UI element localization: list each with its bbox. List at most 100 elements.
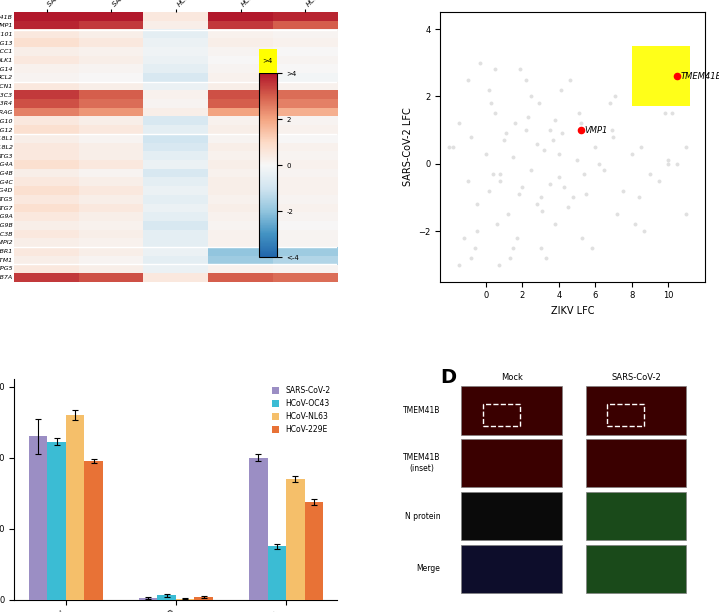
Point <box>567 193 579 203</box>
Text: N protein: N protein <box>405 512 440 521</box>
Text: >4: >4 <box>262 58 273 64</box>
Point <box>610 91 621 101</box>
Text: TMEM41B: TMEM41B <box>403 406 440 415</box>
Point <box>580 189 592 199</box>
Bar <box>66 415 84 600</box>
Point <box>462 176 473 185</box>
Point <box>575 125 587 135</box>
Point <box>485 98 497 108</box>
Legend: SARS-CoV-2, HCoV-OC43, HCoV-NL63, HCoV-229E: SARS-CoV-2, HCoV-OC43, HCoV-NL63, HCoV-2… <box>269 383 334 437</box>
Point <box>489 64 500 74</box>
FancyBboxPatch shape <box>462 439 562 487</box>
Bar <box>632 46 690 106</box>
Point <box>539 146 550 155</box>
Bar <box>267 547 286 600</box>
Point <box>562 203 574 212</box>
Point <box>487 169 499 179</box>
Point <box>471 200 482 209</box>
Point <box>573 108 585 118</box>
FancyBboxPatch shape <box>586 386 686 435</box>
Point <box>630 220 641 230</box>
Point <box>465 253 477 263</box>
Point <box>626 149 638 159</box>
Point <box>572 155 583 165</box>
Point <box>659 108 670 118</box>
Point <box>502 209 513 219</box>
Text: Merge: Merge <box>416 564 440 573</box>
Point <box>526 91 537 101</box>
Point <box>553 173 564 182</box>
Point <box>462 75 473 84</box>
Point <box>484 84 495 94</box>
Point <box>544 125 555 135</box>
Bar <box>305 502 323 600</box>
Point <box>681 142 692 152</box>
Point <box>608 132 619 142</box>
Bar <box>157 595 176 600</box>
Point <box>681 209 692 219</box>
Point <box>599 166 610 176</box>
Point <box>593 159 605 169</box>
Point <box>549 115 561 125</box>
Point <box>495 176 506 185</box>
Point <box>509 119 521 129</box>
Point <box>526 166 537 176</box>
Point <box>604 98 615 108</box>
Point <box>577 233 588 243</box>
Point <box>548 135 559 145</box>
Point <box>662 155 674 165</box>
Point <box>672 159 683 169</box>
Point <box>535 193 546 203</box>
Point <box>498 135 510 145</box>
Point <box>644 169 656 179</box>
Point <box>564 75 575 84</box>
Bar <box>47 442 66 600</box>
Point <box>515 64 526 74</box>
Point <box>513 189 524 199</box>
Point <box>549 220 561 230</box>
Point <box>540 253 551 263</box>
Point <box>453 119 464 129</box>
Text: SARS-CoV-2: SARS-CoV-2 <box>611 373 661 382</box>
Point <box>480 149 492 159</box>
Bar <box>139 598 157 600</box>
Point <box>447 142 459 152</box>
Bar <box>286 479 305 600</box>
Point <box>444 142 455 152</box>
FancyBboxPatch shape <box>586 545 686 593</box>
Point <box>544 179 555 189</box>
Point <box>553 149 564 159</box>
Point <box>495 169 506 179</box>
Point <box>559 182 570 192</box>
FancyBboxPatch shape <box>462 492 562 540</box>
FancyBboxPatch shape <box>462 386 562 435</box>
Bar <box>176 599 194 600</box>
Text: VMP1: VMP1 <box>585 125 608 135</box>
Point <box>475 58 486 68</box>
Point <box>458 233 470 243</box>
Point <box>531 200 543 209</box>
Bar <box>29 436 47 600</box>
Point <box>555 84 567 94</box>
Point <box>500 129 512 138</box>
Point <box>590 142 601 152</box>
Point <box>511 233 523 243</box>
Bar <box>84 461 103 600</box>
Point <box>453 260 464 270</box>
Point <box>516 182 528 192</box>
Point <box>662 159 674 169</box>
Point <box>666 108 677 118</box>
Text: Mock: Mock <box>500 373 523 382</box>
Point <box>533 98 544 108</box>
Text: TMEM41B
(inset): TMEM41B (inset) <box>403 453 440 473</box>
Text: D: D <box>440 368 457 387</box>
Point <box>489 108 500 118</box>
Point <box>557 129 568 138</box>
Point <box>493 260 504 270</box>
Point <box>484 186 495 196</box>
Point <box>654 176 665 185</box>
Point <box>531 139 543 149</box>
FancyBboxPatch shape <box>462 545 562 593</box>
Point <box>522 111 533 121</box>
Point <box>465 132 477 142</box>
